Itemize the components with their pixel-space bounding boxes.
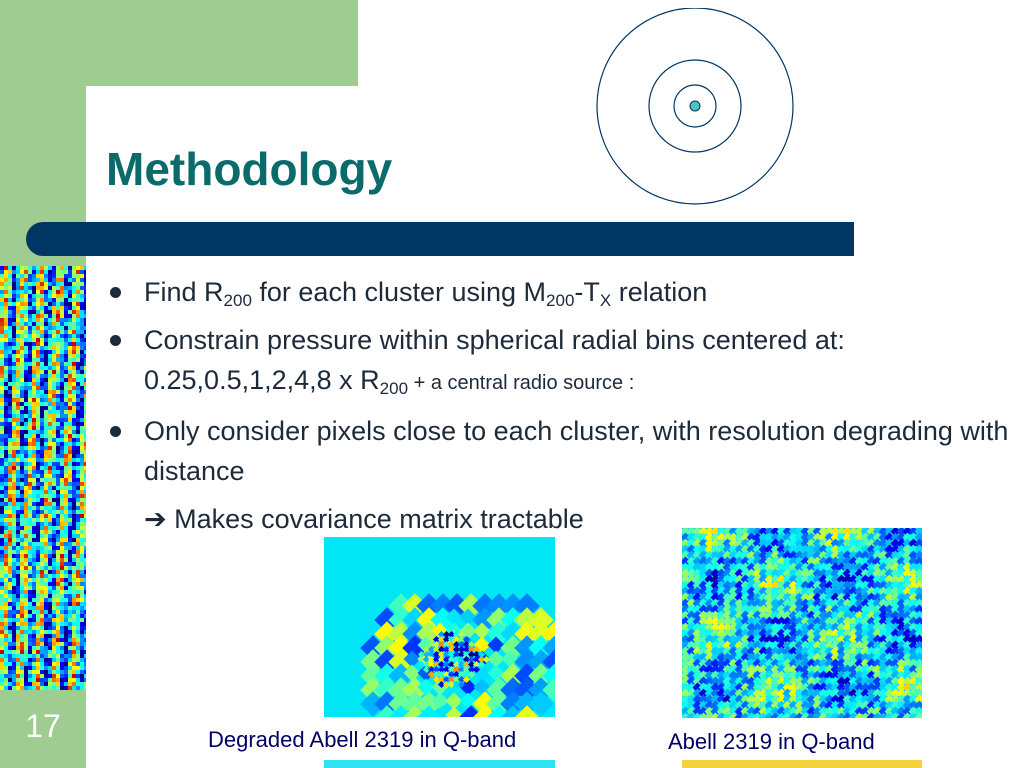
slide-number: 17 <box>25 708 61 744</box>
right-arrow-icon: ➔ <box>144 504 167 534</box>
slide-number-box <box>0 690 86 768</box>
degraded-map-image-lower <box>324 760 555 768</box>
full-resolution-map-image-lower <box>682 760 922 768</box>
noise-map-strip <box>0 266 86 690</box>
slide-title: Methodology <box>106 143 393 195</box>
round-bullet-icon <box>110 287 121 298</box>
sub-bullet-item: ➔ Makes covariance matrix tractable <box>108 499 1018 539</box>
bullet-text: Constrain pressure within spherical radi… <box>144 325 845 398</box>
concentric-circles-icon <box>596 8 794 205</box>
degraded-map-image <box>324 537 555 717</box>
sub-bullet-text: Makes covariance matrix tractable <box>166 504 584 534</box>
round-bullet-icon <box>110 335 121 346</box>
bullet-item: Find R200 for each cluster using M200-TX… <box>108 272 1018 312</box>
degraded-map-caption: Degraded Abell 2319 in Q-band <box>208 727 517 752</box>
bullet-item: Constrain pressure within spherical radi… <box>108 320 1018 403</box>
full-resolution-map-image <box>682 528 922 718</box>
bullet-text: Only consider pixels close to each clust… <box>144 416 1009 486</box>
bullet-item: Only consider pixels close to each clust… <box>108 411 1018 491</box>
full-map-caption: Abell 2319 in Q-band <box>668 729 875 754</box>
bullet-text: Find R200 for each cluster using M200-TX… <box>144 277 708 310</box>
bullet-list: Find R200 for each cluster using M200-TX… <box>108 272 1018 539</box>
round-bullet-icon <box>110 426 121 437</box>
title-underline-bar <box>26 222 854 256</box>
